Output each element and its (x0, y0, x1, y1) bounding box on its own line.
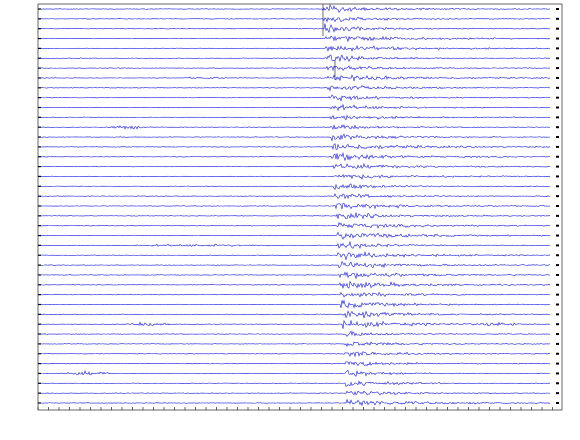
trace (39, 231, 551, 240)
trace-marker-right (556, 273, 559, 276)
trace (39, 94, 551, 102)
trace-marker-right (556, 8, 559, 10)
trace-marker-right (556, 47, 559, 50)
trace (39, 299, 551, 309)
trace (39, 35, 551, 43)
trace (39, 351, 551, 358)
trace (39, 212, 551, 220)
trace-marker-right (556, 76, 559, 79)
trace (40, 380, 551, 387)
trace-marker-right (556, 234, 559, 237)
trace (39, 65, 551, 72)
trace-marker-right (556, 264, 559, 267)
trace (39, 173, 551, 180)
trace (39, 361, 551, 367)
trace (39, 183, 551, 191)
trace-marker-right (556, 392, 559, 395)
trace (39, 133, 551, 142)
trace-marker-right (556, 116, 559, 119)
trace-marker-right (556, 195, 559, 198)
trace (39, 23, 551, 34)
trace (39, 143, 551, 151)
trace (39, 44, 551, 52)
trace (39, 341, 551, 348)
trace-marker-right (556, 96, 559, 99)
trace-marker-right (556, 57, 559, 60)
trace (39, 202, 551, 210)
trace (39, 74, 551, 82)
trace (39, 319, 551, 329)
trace (39, 398, 551, 407)
trace-marker-right (556, 185, 559, 188)
trace-marker-right (556, 155, 559, 158)
trace-marker-right (556, 333, 559, 336)
trace-marker-right (556, 145, 559, 148)
trace-marker-right (556, 372, 559, 375)
trace-marker-right (556, 323, 559, 326)
trace-marker-right (556, 86, 559, 89)
trace-marker-right (556, 224, 559, 227)
trace-marker-right (556, 37, 559, 40)
trace (39, 280, 551, 289)
trace (40, 84, 551, 92)
trace-marker-right (556, 205, 559, 207)
trace (39, 162, 551, 170)
trace (39, 193, 551, 200)
trace (39, 4, 551, 13)
trace (39, 103, 551, 112)
trace-marker-right (556, 244, 559, 247)
trace-marker-right (556, 254, 559, 257)
trace-marker-right (556, 214, 559, 217)
trace-marker-right (556, 175, 559, 178)
trace (39, 250, 551, 261)
trace (40, 114, 551, 121)
trace-marker-right (556, 293, 559, 296)
trace-marker-right (556, 382, 559, 385)
trace (39, 369, 551, 377)
trace-marker-right (556, 27, 559, 30)
trace (39, 291, 551, 298)
time-axis (37, 407, 553, 410)
traces (38, 4, 559, 407)
trace (39, 260, 551, 269)
trace-marker-right (556, 106, 559, 109)
trace-marker-right (556, 136, 559, 139)
trace-marker-right (556, 342, 559, 345)
trace-marker-right (556, 313, 559, 316)
trace-marker-right (556, 303, 559, 306)
trace-marker-right (556, 283, 559, 286)
trace-marker-right (556, 67, 559, 70)
trace (39, 151, 551, 162)
trace-marker-right (556, 362, 559, 365)
trace-marker-right (556, 352, 559, 355)
trace (39, 16, 551, 23)
trace (39, 123, 551, 130)
trace-marker-right (556, 402, 559, 404)
trace (39, 271, 551, 280)
trace (39, 221, 551, 229)
trace (39, 390, 551, 396)
trace (39, 240, 551, 249)
plot-frame (37, 3, 563, 411)
trace-marker-right (556, 126, 559, 129)
trace-marker-right (556, 165, 559, 168)
trace-marker-right (556, 17, 559, 20)
trace (39, 330, 551, 337)
trace (39, 310, 551, 319)
trace (39, 54, 551, 62)
